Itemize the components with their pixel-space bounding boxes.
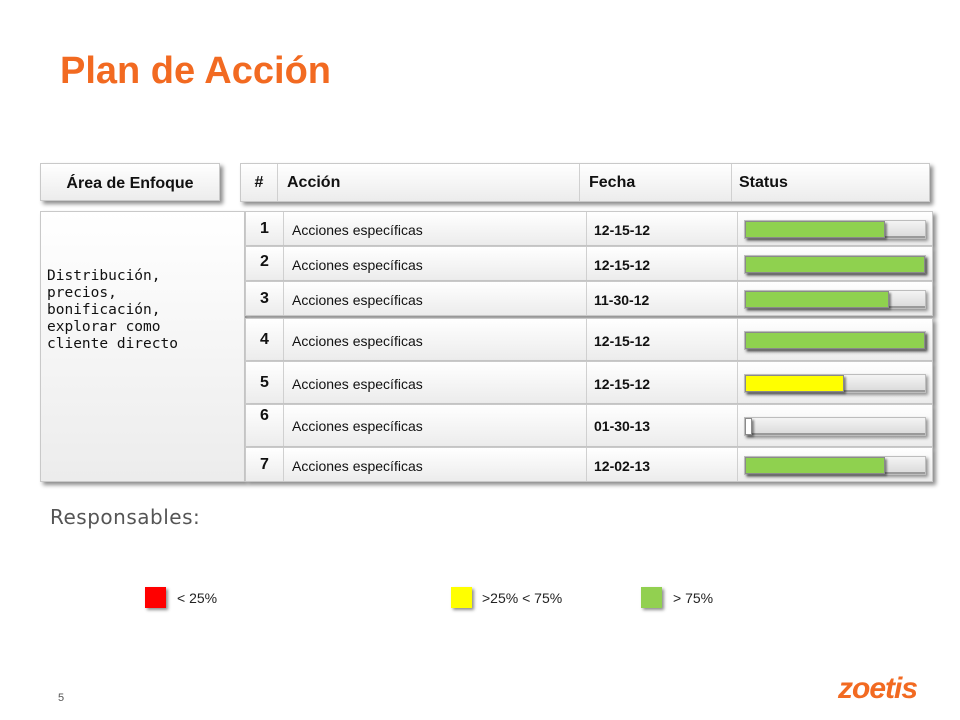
legend-swatch-red xyxy=(145,587,166,608)
row-divider xyxy=(586,405,587,446)
row-divider xyxy=(586,282,587,315)
status-progress-bar xyxy=(744,289,926,309)
row-action: Acciones específicas xyxy=(292,256,423,273)
row-divider xyxy=(283,448,284,481)
focus-area-header: Área de Enfoque xyxy=(40,163,220,201)
row-divider xyxy=(283,247,284,280)
row-divider xyxy=(737,319,738,360)
row-divider xyxy=(586,448,587,481)
row-number: 5 xyxy=(260,374,269,391)
table-row: 2 Acciones específicas 12-15-12 xyxy=(245,246,933,281)
status-progress-fill xyxy=(745,220,886,238)
legend-label-mid: >25% < 75% xyxy=(482,590,563,606)
table-row: 3 Acciones específicas 11-30-12 xyxy=(245,281,933,316)
legend-swatch-yellow xyxy=(451,587,472,608)
header-divider xyxy=(731,164,732,201)
header-divider xyxy=(277,164,278,201)
row-number: 1 xyxy=(260,220,269,237)
row-number: 6 xyxy=(260,407,269,424)
table-row: 5 Acciones específicas 12-15-12 xyxy=(245,361,933,404)
row-date: 12-15-12 xyxy=(594,256,651,273)
row-date: 11-30-12 xyxy=(594,291,650,308)
status-progress-bar xyxy=(744,416,926,436)
row-action: Acciones específicas xyxy=(292,418,423,434)
status-progress-fill xyxy=(745,417,753,435)
legend-swatch-green xyxy=(641,587,662,608)
responsables-label: Responsables: xyxy=(50,505,201,529)
row-action: Acciones específicas xyxy=(292,221,423,238)
status-progress-bar xyxy=(744,254,926,274)
row-divider xyxy=(737,448,738,481)
row-date: 01-30-13 xyxy=(594,418,651,434)
row-action: Acciones específicas xyxy=(292,457,423,474)
table-row: 4 Acciones específicas 12-15-12 xyxy=(245,318,933,361)
legend-label-low: < 25% xyxy=(177,590,218,606)
row-divider xyxy=(737,247,738,280)
row-divider xyxy=(283,319,284,360)
row-action: Acciones específicas xyxy=(292,332,423,349)
row-number: 7 xyxy=(260,456,269,473)
row-divider xyxy=(586,362,587,403)
row-number: 3 xyxy=(260,290,269,307)
header-divider xyxy=(579,164,580,201)
legend-label-high: > 75% xyxy=(673,590,714,606)
zoetis-logo: zoetis xyxy=(838,672,918,705)
row-date: 12-15-12 xyxy=(594,375,651,392)
header-fecha: Fecha xyxy=(589,173,636,191)
page-title: Plan de Acción xyxy=(60,50,331,92)
header-num: # xyxy=(254,173,264,191)
table-row: 1 Acciones específicas 12-15-12 xyxy=(245,211,933,246)
row-divider xyxy=(737,282,738,315)
status-progress-bar xyxy=(744,330,926,350)
row-action: Acciones específicas xyxy=(292,291,423,308)
row-divider xyxy=(737,362,738,403)
row-number: 4 xyxy=(260,331,269,348)
row-divider xyxy=(586,247,587,280)
row-divider xyxy=(737,212,738,245)
table-row: 7 Acciones específicas 12-02-13 xyxy=(245,447,933,482)
focus-area-panel: Distribución, precios, bonificación, exp… xyxy=(40,211,245,482)
status-progress-bar xyxy=(744,373,926,393)
row-divider xyxy=(283,362,284,403)
row-divider xyxy=(283,282,284,315)
status-progress-fill xyxy=(745,290,889,308)
page-number: 5 xyxy=(58,692,65,704)
row-date: 12-02-13 xyxy=(594,457,651,474)
status-progress-fill xyxy=(745,456,886,474)
status-progress-fill xyxy=(745,331,925,349)
row-divider xyxy=(283,405,284,446)
row-action: Acciones específicas xyxy=(292,375,423,392)
row-divider xyxy=(737,405,738,446)
header-accion: Acción xyxy=(287,173,341,191)
row-divider xyxy=(283,212,284,245)
status-progress-fill xyxy=(745,374,844,392)
row-number: 2 xyxy=(260,253,269,270)
header-status: Status xyxy=(739,173,788,191)
row-divider xyxy=(586,212,587,245)
focus-area-text: Distribución, precios, bonificación, exp… xyxy=(47,268,178,352)
status-progress-bar xyxy=(744,219,926,239)
table-header: # Acción Fecha Status xyxy=(240,163,930,202)
status-progress-bar xyxy=(744,455,926,475)
table-row: 6 Acciones específicas 01-30-13 xyxy=(245,404,933,447)
row-date: 12-15-12 xyxy=(594,332,651,349)
row-divider xyxy=(586,319,587,360)
row-date: 12-15-12 xyxy=(594,221,651,238)
status-progress-fill xyxy=(745,255,925,273)
